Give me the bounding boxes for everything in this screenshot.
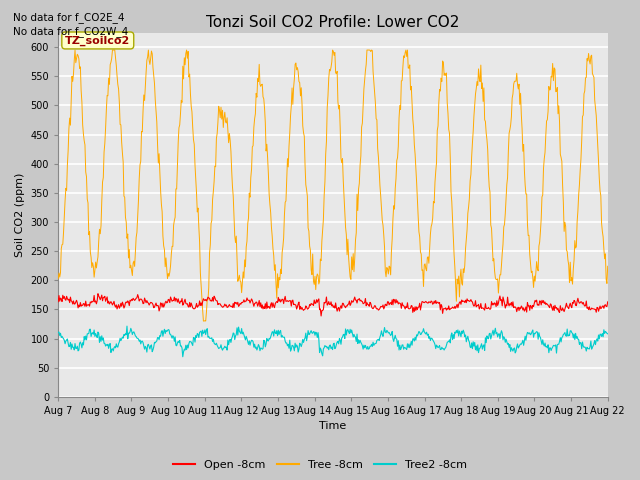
Text: TZ_soilco2: TZ_soilco2 bbox=[65, 36, 131, 46]
Title: Tonzi Soil CO2 Profile: Lower CO2: Tonzi Soil CO2 Profile: Lower CO2 bbox=[206, 15, 460, 30]
Text: No data for f_CO2E_4: No data for f_CO2E_4 bbox=[13, 12, 124, 23]
Text: No data for f_CO2W_4: No data for f_CO2W_4 bbox=[13, 26, 128, 37]
X-axis label: Time: Time bbox=[319, 421, 347, 432]
Y-axis label: Soil CO2 (ppm): Soil CO2 (ppm) bbox=[15, 172, 25, 257]
Legend: Open -8cm, Tree -8cm, Tree2 -8cm: Open -8cm, Tree -8cm, Tree2 -8cm bbox=[169, 456, 471, 474]
